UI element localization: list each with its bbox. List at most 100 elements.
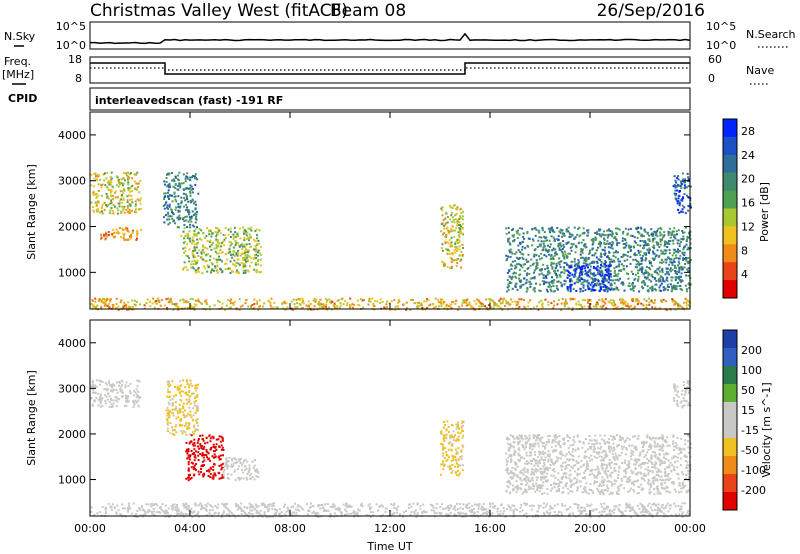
velocity-echo-cell xyxy=(647,478,650,481)
power-echo-cell xyxy=(155,302,158,305)
freq-panel xyxy=(89,56,691,84)
power-echo-cell xyxy=(633,278,636,281)
power-echo-cell xyxy=(169,299,172,302)
power-echo-cell xyxy=(680,210,683,213)
velocity-echo-cell xyxy=(599,448,602,451)
power-echo-cell xyxy=(125,172,128,175)
power-echo-cell xyxy=(667,271,670,273)
velocity-echo-cell xyxy=(646,462,649,465)
velocity-echo-cell xyxy=(138,397,141,400)
power-echo-cell xyxy=(685,240,688,242)
velocity-echo-cell xyxy=(99,383,102,386)
power-echo-cell xyxy=(185,187,188,190)
power-echo-cell xyxy=(101,212,104,215)
velocity-echo-cell xyxy=(536,469,539,472)
velocity-echo-cell xyxy=(592,450,595,453)
power-echo-cell xyxy=(589,262,592,265)
power-echo-cell xyxy=(163,192,166,195)
velocity-echo-cell xyxy=(644,468,647,471)
power-echo-cell xyxy=(523,299,525,302)
power-echo-cell xyxy=(509,264,512,267)
velocity-echo-cell xyxy=(202,447,205,450)
power-echo-cell xyxy=(615,265,618,268)
power-echo-cell xyxy=(558,257,561,260)
velocity-echo-cell xyxy=(526,463,529,465)
power-echo-cell xyxy=(458,236,461,239)
power-echo-cell xyxy=(685,290,688,293)
velocity-echo-cell xyxy=(594,468,597,471)
velocity-echo-cell xyxy=(461,424,464,427)
velocity-echo-cell xyxy=(544,456,547,459)
power-echo-cell xyxy=(131,177,134,180)
power-echo-cell xyxy=(130,198,133,201)
velocity-echo-cell xyxy=(186,450,189,452)
velocity-echo-cell xyxy=(196,418,199,421)
power-echo-cell xyxy=(578,274,581,277)
velocity-echo-cell xyxy=(657,487,660,490)
velocity-echo-cell xyxy=(536,489,539,492)
velocity-echo-cell xyxy=(530,443,533,446)
power-echo-cell xyxy=(560,249,562,252)
velocity-echo-cell xyxy=(194,397,196,400)
velocity-echo-cell xyxy=(525,454,528,457)
velocity-echo-cell xyxy=(536,434,539,436)
velocity-echo-cell xyxy=(197,454,200,457)
power-echo-cell xyxy=(551,249,554,252)
power-echo-cell xyxy=(645,266,648,268)
power-echo-cell xyxy=(597,271,600,274)
power-echo-cell xyxy=(177,205,180,208)
velocity-echo-cell xyxy=(530,468,533,471)
power-echo-cell xyxy=(166,307,168,309)
velocity-echo-cell xyxy=(646,457,649,460)
power-echo-cell xyxy=(685,288,688,291)
power-echo-cell xyxy=(117,185,120,188)
velocity-echo-cell xyxy=(546,453,549,456)
velocity-echo-cell xyxy=(440,473,443,476)
velocity-echo-cell xyxy=(115,389,118,392)
velocity-echo-cell xyxy=(524,443,527,446)
power-echo-cell xyxy=(460,212,463,215)
velocity-echo-cell xyxy=(601,466,604,469)
power-echo-cell xyxy=(650,280,653,283)
power-echo-cell xyxy=(419,304,422,307)
power-echo-cell xyxy=(663,231,666,234)
power-ytick-label: 4000 xyxy=(58,129,86,142)
power-echo-cell xyxy=(667,288,669,291)
power-echo-cell xyxy=(634,273,637,276)
power-echo-cell xyxy=(593,272,596,275)
power-echo-cell xyxy=(666,279,669,282)
power-echo-cell xyxy=(599,243,602,246)
velocity-echo-cell xyxy=(678,482,681,484)
power-echo-cell xyxy=(538,243,541,246)
power-echo-cell xyxy=(532,271,535,274)
power-echo-cell xyxy=(587,281,590,284)
power-echo-cell xyxy=(127,177,130,180)
velocity-echo-cell xyxy=(528,434,531,437)
power-echo-cell xyxy=(563,256,566,259)
velocity-echo-cell xyxy=(120,389,123,392)
power-echo-cell xyxy=(245,248,247,251)
velocity-echo-cell xyxy=(184,392,187,394)
power-echo-cell xyxy=(122,198,125,201)
power-echo-cell xyxy=(569,289,572,292)
power-echo-cell xyxy=(521,227,524,230)
velocity-echo-cell xyxy=(637,437,640,440)
power-echo-cell xyxy=(572,298,575,301)
power-echo-cell xyxy=(640,234,643,237)
power-echo-cell xyxy=(591,254,594,257)
velocity-echo-cell xyxy=(111,390,114,393)
power-echo-cell xyxy=(170,194,173,197)
power-echo-cell xyxy=(519,281,522,283)
power-echo-cell xyxy=(626,255,629,258)
velocity-echo-cell xyxy=(511,488,514,491)
velocity-echo-cell xyxy=(641,450,644,453)
power-echo-cell xyxy=(646,289,649,292)
power-echo-cell xyxy=(437,298,439,301)
power-echo-cell xyxy=(520,284,523,287)
velocity-echo-cell xyxy=(97,398,100,401)
power-echo-cell xyxy=(108,302,110,305)
power-echo-cell xyxy=(673,227,676,230)
velocity-echo-cell xyxy=(138,380,141,383)
power-echo-cell xyxy=(301,297,304,300)
